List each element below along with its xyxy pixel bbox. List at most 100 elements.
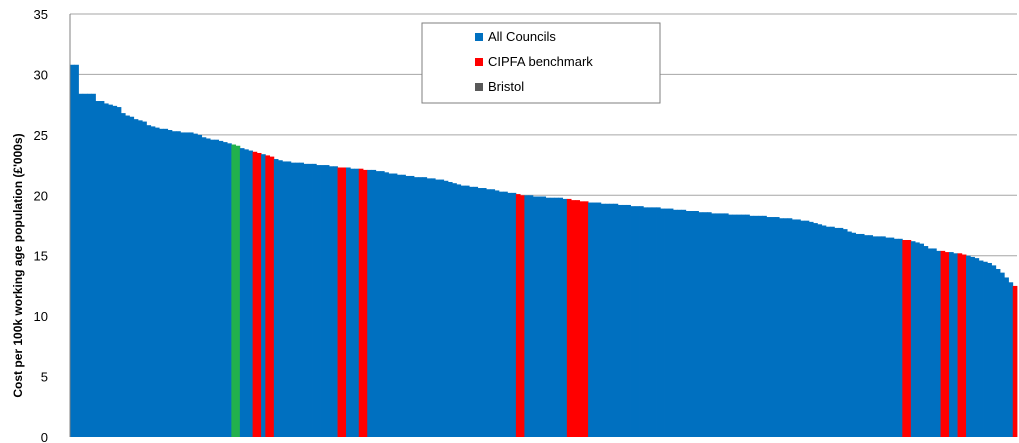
- bar: [575, 200, 580, 437]
- bar: [821, 225, 827, 437]
- bar: [384, 172, 389, 437]
- bar: [532, 196, 538, 437]
- bar: [99, 101, 105, 438]
- bar: [460, 185, 466, 437]
- bar: [698, 212, 704, 437]
- bar: [498, 191, 504, 437]
- bar: [630, 206, 636, 437]
- bar: [409, 175, 415, 437]
- bar: [549, 197, 555, 437]
- bar: [936, 250, 941, 437]
- bar: [341, 167, 347, 438]
- bar: [702, 212, 708, 437]
- legend-swatch: [475, 58, 483, 66]
- bar: [278, 160, 283, 438]
- bar: [252, 151, 258, 437]
- bar: [74, 64, 79, 437]
- bar: [239, 148, 245, 437]
- legend-swatch: [475, 83, 483, 91]
- bar: [940, 250, 946, 437]
- bar: [915, 242, 920, 437]
- bar: [664, 208, 670, 437]
- bar: [380, 171, 385, 438]
- bar: [660, 208, 665, 437]
- legend-swatch: [475, 33, 483, 41]
- bar: [893, 238, 899, 437]
- bar: [830, 226, 835, 437]
- bar: [405, 175, 411, 437]
- bar: [723, 213, 729, 437]
- bar: [507, 192, 513, 437]
- bar: [753, 215, 759, 437]
- bar: [91, 93, 96, 438]
- bar: [617, 204, 623, 437]
- y-tick-label: 15: [34, 249, 48, 264]
- bar: [375, 171, 381, 438]
- bar: [757, 215, 763, 437]
- bar: [588, 202, 593, 437]
- bar: [864, 235, 869, 437]
- bar: [889, 237, 895, 437]
- bar: [452, 183, 457, 437]
- bar: [129, 116, 135, 437]
- bar: [978, 260, 984, 437]
- bar: [868, 235, 874, 437]
- bar: [218, 140, 224, 437]
- bar: [95, 101, 101, 438]
- bar: [656, 207, 661, 437]
- bar: [388, 173, 394, 437]
- bar: [1004, 277, 1009, 437]
- bar: [651, 207, 657, 437]
- bar: [116, 107, 122, 437]
- bar: [367, 169, 372, 437]
- bar: [677, 209, 682, 437]
- bar: [800, 220, 806, 437]
- bar: [766, 217, 772, 437]
- bar: [842, 229, 848, 437]
- bar: [337, 167, 343, 438]
- y-axis-label: Cost per 100k working age population (£'…: [11, 133, 25, 397]
- bar: [779, 218, 784, 437]
- bar: [214, 139, 220, 437]
- bar: [681, 209, 687, 437]
- legend: All Councils CIPFA benchmark Bristol: [421, 22, 661, 104]
- y-tick-label: 10: [34, 309, 48, 324]
- bar: [443, 180, 449, 437]
- y-tick-label: 20: [34, 188, 48, 203]
- bar: [486, 189, 491, 437]
- bar: [477, 188, 483, 437]
- bar: [1008, 282, 1014, 437]
- bar: [167, 130, 173, 437]
- bar: [511, 192, 517, 437]
- bar: [524, 195, 530, 437]
- bar: [515, 194, 521, 437]
- bar: [201, 137, 207, 437]
- bar: [1000, 272, 1005, 437]
- bar: [210, 139, 215, 437]
- bar: [350, 168, 355, 437]
- bar: [473, 186, 479, 437]
- bar: [447, 181, 453, 437]
- bar: [566, 198, 572, 437]
- bar: [902, 240, 907, 437]
- bar: [749, 215, 755, 437]
- bar: [910, 241, 916, 437]
- bar: [146, 125, 152, 437]
- bar: [622, 204, 627, 437]
- bar: [694, 211, 699, 437]
- bar: [422, 177, 428, 437]
- bar: [133, 119, 139, 438]
- bar: [371, 169, 377, 437]
- bar: [494, 190, 500, 437]
- bar: [256, 152, 262, 438]
- bar: [430, 178, 436, 437]
- bar: [333, 166, 338, 437]
- bar: [86, 93, 92, 438]
- bar: [906, 240, 912, 437]
- bar: [193, 133, 198, 437]
- bar: [464, 185, 470, 437]
- bar: [791, 219, 797, 437]
- bar: [813, 223, 818, 437]
- bar: [995, 269, 1001, 437]
